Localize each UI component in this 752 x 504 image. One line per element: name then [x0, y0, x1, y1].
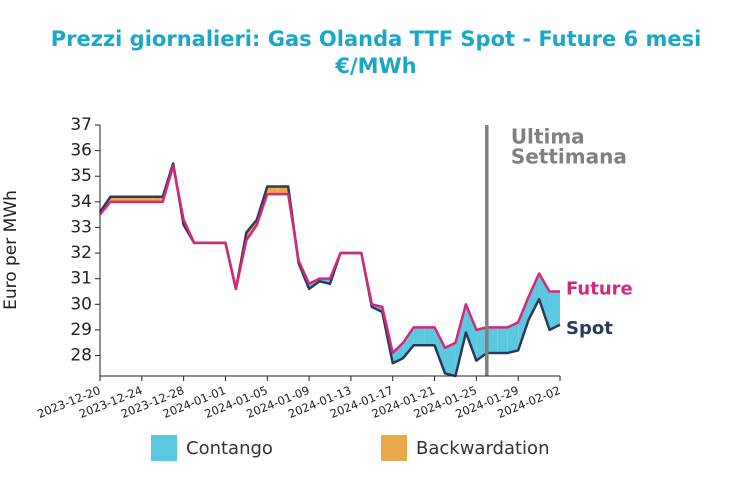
series-line: [99, 164, 560, 355]
last-week-label: Settimana: [511, 145, 627, 169]
last-week-label: Ultima: [511, 125, 585, 149]
spread-fill: [110, 196, 121, 202]
spread-fill: [141, 196, 153, 202]
spread-fill: [528, 273, 540, 320]
series-end-label: Spot: [566, 318, 613, 339]
legend-swatch: [151, 435, 177, 461]
y-tick-label: 34: [70, 192, 92, 212]
y-tick-label: 31: [70, 269, 92, 289]
spread-fill: [507, 322, 519, 353]
y-tick-label: 29: [70, 320, 92, 340]
y-tick-label: 30: [70, 294, 92, 314]
spread-fill: [486, 327, 498, 353]
y-axis-label: Euro per MWh: [1, 190, 21, 310]
spread-fill: [152, 196, 163, 202]
spread-fill: [465, 304, 477, 361]
spread-fill: [497, 327, 508, 353]
spread-fill: [267, 186, 278, 195]
spread-fill: [413, 327, 425, 346]
spread-fill: [434, 327, 445, 374]
legend-label: Backwardation: [416, 438, 549, 459]
spread-fill: [403, 327, 414, 359]
spread-fill: [518, 296, 529, 351]
spread-fill: [424, 327, 435, 346]
spread-fill: [120, 196, 132, 202]
chart-title: Prezzi giornalieri: Gas Olanda TTF Spot …: [51, 27, 702, 51]
spread-fill: [131, 196, 142, 202]
spread-fill: [445, 342, 456, 376]
legend-label: Contango: [186, 438, 273, 459]
chart-subtitle: €/MWh: [334, 54, 416, 78]
y-tick-label: 36: [70, 141, 92, 161]
y-tick-label: 37: [70, 115, 92, 135]
spread-fill: [549, 291, 560, 330]
y-tick-label: 28: [70, 346, 92, 366]
legend-swatch: [381, 435, 407, 461]
y-tick-label: 32: [70, 243, 92, 263]
spread-fill: [277, 186, 289, 195]
series-end-label: Future: [566, 278, 633, 299]
spread-fill: [455, 304, 466, 376]
y-tick-label: 35: [70, 166, 92, 186]
y-tick-label: 33: [70, 217, 92, 237]
spread-fill: [476, 327, 487, 361]
